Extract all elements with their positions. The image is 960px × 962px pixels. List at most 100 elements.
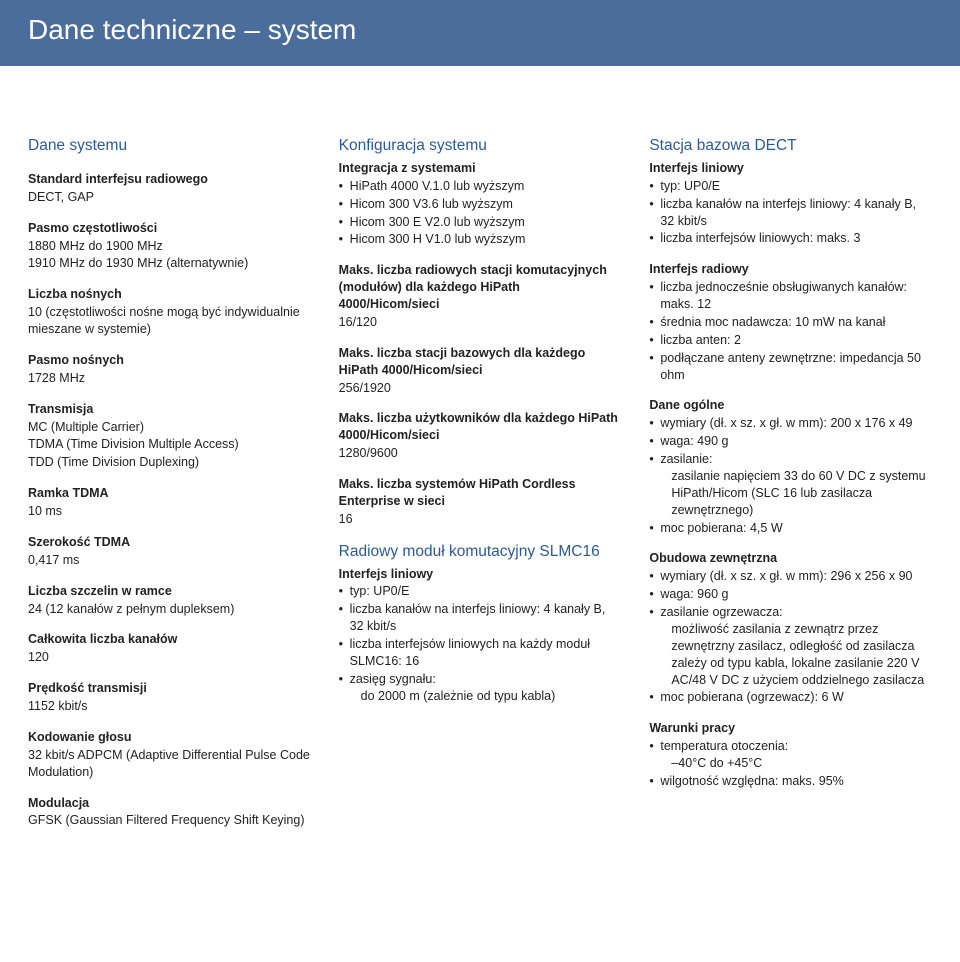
integration-list: HiPath 4000 V.1.0 lub wyższym Hicom 300 … <box>339 178 622 249</box>
dane-ogolne-list: wymiary (dł. x sz. x gł. w mm): 200 x 17… <box>649 415 932 536</box>
field-label: Integracja z systemami <box>339 160 622 177</box>
list-item: Hicom 300 H V1.0 lub wyższym <box>339 231 622 248</box>
list-item: Hicom 300 V3.6 lub wyższym <box>339 196 622 213</box>
list-item: liczba kanałów na interfejs liniowy: 4 k… <box>339 601 622 635</box>
field-label: Kodowanie głosu <box>28 729 311 746</box>
block-maks-bazowych: Maks. liczba stacji bazowych dla każdego… <box>339 345 622 397</box>
list-item: wilgotność względna: maks. 95% <box>649 773 932 790</box>
field-value: 1728 MHz <box>28 370 311 387</box>
field-label: Obudowa zewnętrzna <box>649 550 932 567</box>
block-dane-ogolne: Dane ogólne wymiary (dł. x sz. x gł. w m… <box>649 397 932 536</box>
block-standard-interfejsu: Standard interfejsu radiowego DECT, GAP <box>28 171 311 206</box>
list-item-text: zasięg sygnału: <box>350 672 436 686</box>
field-value: GFSK (Gaussian Filtered Frequency Shift … <box>28 812 311 829</box>
field-label: Maks. liczba systemów HiPath Cordless En… <box>339 476 622 510</box>
section-heading: Stacja bazowa DECT <box>649 136 932 157</box>
field-value: MC (Multiple Carrier) <box>28 419 311 436</box>
block-pasmo-nosnych: Pasmo nośnych 1728 MHz <box>28 352 311 387</box>
list-item: liczba interfejsów liniowych: maks. 3 <box>649 230 932 247</box>
block-liczba-szczelin: Liczba szczelin w ramce 24 (12 kanałów z… <box>28 583 311 618</box>
block-ramka-tdma: Ramka TDMA 10 ms <box>28 485 311 520</box>
section-slmc16: Radiowy moduł komutacyjny SLMC16 Interfe… <box>339 542 622 705</box>
list-item-sub: do 2000 m (zależnie od typu kabla) <box>350 688 622 705</box>
field-label: Standard interfejsu radiowego <box>28 171 311 188</box>
block-predkosc-transmisji: Prędkość transmisji 1152 kbit/s <box>28 680 311 715</box>
list-item-sub: możliwość zasilania z zewnątrz przez zew… <box>660 621 932 689</box>
field-label: Maks. liczba użytkowników dla każdego Hi… <box>339 410 622 444</box>
list-item-text: zasilanie: <box>660 452 712 466</box>
field-value: 1152 kbit/s <box>28 698 311 715</box>
field-value: DECT, GAP <box>28 189 311 206</box>
field-label: Interfejs liniowy <box>649 160 932 177</box>
block-maks-uzytkownikow: Maks. liczba użytkowników dla każdego Hi… <box>339 410 622 462</box>
list-item: temperatura otoczenia: –40°C do +45°C <box>649 738 932 772</box>
list-item: wymiary (dł. x sz. x gł. w mm): 200 x 17… <box>649 415 932 432</box>
field-value: 16/120 <box>339 314 622 331</box>
list-item: zasilanie: zasilanie napięciem 33 do 60 … <box>649 451 932 519</box>
list-item-text: temperatura otoczenia: <box>660 739 788 753</box>
field-label: Interfejs liniowy <box>339 566 622 583</box>
block-maks-systemow: Maks. liczba systemów HiPath Cordless En… <box>339 476 622 528</box>
field-label: Maks. liczba stacji bazowych dla każdego… <box>339 345 622 379</box>
block-szerokosc-tdma: Szerokość TDMA 0,417 ms <box>28 534 311 569</box>
field-label: Liczba szczelin w ramce <box>28 583 311 600</box>
field-value: 32 kbit/s ADPCM (Adaptive Differential P… <box>28 747 311 781</box>
block-interfejs-radiowy: Interfejs radiowy liczba jednocześnie ob… <box>649 261 932 383</box>
field-label: Całkowita liczba kanałów <box>28 631 311 648</box>
page-title: Dane techniczne – system <box>28 14 932 46</box>
field-label: Szerokość TDMA <box>28 534 311 551</box>
list-item: liczba anten: 2 <box>649 332 932 349</box>
block-obudowa-zewnetrzna: Obudowa zewnętrzna wymiary (dł. x sz. x … <box>649 550 932 706</box>
block-transmisja: Transmisja MC (Multiple Carrier) TDMA (T… <box>28 401 311 472</box>
field-value: 10 ms <box>28 503 311 520</box>
list-item: Hicom 300 E V2.0 lub wyższym <box>339 214 622 231</box>
list-item: moc pobierana (ogrzewacz): 6 W <box>649 689 932 706</box>
block-maks-radiowych: Maks. liczba radiowych stacji komutacyjn… <box>339 262 622 331</box>
column-2: Konfiguracja systemu Integracja z system… <box>339 136 622 843</box>
list-item: waga: 960 g <box>649 586 932 603</box>
list-item: HiPath 4000 V.1.0 lub wyższym <box>339 178 622 195</box>
field-value: TDMA (Time Division Multiple Access) <box>28 436 311 453</box>
field-label: Dane ogólne <box>649 397 932 414</box>
field-value: 10 (częstotliwości nośne mogą być indywi… <box>28 304 311 338</box>
section-dane-systemu: Dane systemu <box>28 136 311 157</box>
section-konfiguracja-systemu: Konfiguracja systemu Integracja z system… <box>339 136 622 248</box>
list-item: typ: UP0/E <box>649 178 932 195</box>
field-value: 1910 MHz do 1930 MHz (alternatywnie) <box>28 255 311 272</box>
field-label: Pasmo częstotliwości <box>28 220 311 237</box>
section-heading: Dane systemu <box>28 136 311 157</box>
field-label: Modulacja <box>28 795 311 812</box>
column-1: Dane systemu Standard interfejsu radiowe… <box>28 136 311 843</box>
block-modulacja: Modulacja GFSK (Gaussian Filtered Freque… <box>28 795 311 830</box>
list-item: średnia moc nadawcza: 10 mW na kanał <box>649 314 932 331</box>
section-heading: Konfiguracja systemu <box>339 136 622 157</box>
section-heading: Radiowy moduł komutacyjny SLMC16 <box>339 542 622 563</box>
slmc16-list: typ: UP0/E liczba kanałów na interfejs l… <box>339 583 622 704</box>
field-value: 1880 MHz do 1900 MHz <box>28 238 311 255</box>
block-pasmo-czestotliwosci: Pasmo częstotliwości 1880 MHz do 1900 MH… <box>28 220 311 273</box>
title-bar: Dane techniczne – system <box>0 0 960 66</box>
list-item: liczba interfejsów liniowych na każdy mo… <box>339 636 622 670</box>
block-calkowita-liczba-kanalow: Całkowita liczba kanałów 120 <box>28 631 311 666</box>
field-value: 16 <box>339 511 622 528</box>
field-value: 120 <box>28 649 311 666</box>
block-liczba-nosnych: Liczba nośnych 10 (częstotliwości nośne … <box>28 286 311 338</box>
field-label: Liczba nośnych <box>28 286 311 303</box>
column-3: Stacja bazowa DECT Interfejs liniowy typ… <box>649 136 932 843</box>
field-value: 24 (12 kanałów z pełnym dupleksem) <box>28 601 311 618</box>
interfejs-radiowy-list: liczba jednocześnie obsługiwanych kanałó… <box>649 279 932 383</box>
list-item: moc pobierana: 4,5 W <box>649 520 932 537</box>
page: Dane techniczne – system Dane systemu St… <box>0 0 960 962</box>
field-label: Pasmo nośnych <box>28 352 311 369</box>
field-value: 0,417 ms <box>28 552 311 569</box>
field-value: 1280/9600 <box>339 445 622 462</box>
block-kodowanie-glosu: Kodowanie głosu 32 kbit/s ADPCM (Adaptiv… <box>28 729 311 781</box>
section-stacja-bazowa-dect: Stacja bazowa DECT Interfejs liniowy typ… <box>649 136 932 247</box>
field-label: Transmisja <box>28 401 311 418</box>
obudowa-list: wymiary (dł. x sz. x gł. w mm): 296 x 25… <box>649 568 932 706</box>
list-item: waga: 490 g <box>649 433 932 450</box>
field-value: TDD (Time Division Duplexing) <box>28 454 311 471</box>
field-value: 256/1920 <box>339 380 622 397</box>
field-label: Warunki pracy <box>649 720 932 737</box>
list-item-sub: zasilanie napięciem 33 do 60 V DC z syst… <box>660 468 932 519</box>
